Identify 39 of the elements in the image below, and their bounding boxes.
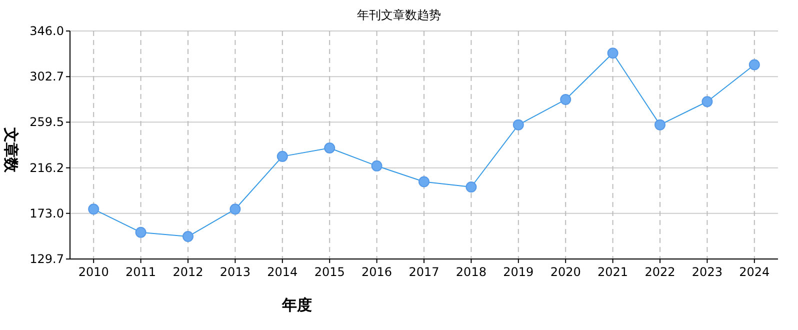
y-tick-label: 216.2	[30, 160, 64, 175]
x-tick-label: 2019	[503, 265, 534, 279]
point	[230, 204, 241, 215]
point	[276, 150, 288, 162]
x-tick-label: 2012	[172, 265, 204, 279]
x-tick-label: 2015	[314, 265, 345, 279]
chart-title: 年刊文章数趋势	[357, 8, 441, 22]
x-tick-label: 2023	[692, 265, 722, 279]
point	[371, 160, 382, 172]
point	[654, 119, 666, 130]
y-tick-label: 302.7	[30, 70, 64, 84]
point	[182, 231, 194, 242]
point	[324, 142, 336, 154]
y-tick-label: 259.5	[30, 115, 64, 130]
x-tick-label: 2017	[408, 265, 440, 279]
x-tick-label: 2022	[644, 265, 676, 279]
point	[560, 94, 572, 106]
point	[512, 119, 524, 130]
point	[418, 176, 430, 188]
point	[466, 182, 477, 193]
y-tick-label: 129.7	[30, 252, 64, 266]
point	[88, 204, 100, 215]
point	[607, 48, 618, 59]
point	[748, 59, 760, 70]
x-tick-label: 2014	[267, 265, 298, 279]
x-tick-label: 2013	[220, 265, 250, 279]
x-tick-label: 2024	[739, 265, 770, 279]
y-tick-label: 346.0	[30, 24, 64, 38]
x-tick-label: 2020	[550, 265, 581, 279]
x-tick-label: 2021	[598, 265, 628, 279]
x-tick-label: 2011	[126, 265, 156, 279]
x-axis-title: 年度	[281, 296, 312, 314]
y-tick-label: 173.0	[30, 206, 64, 220]
x-tick-label: 2016	[362, 265, 392, 279]
x-tick-label: 2010	[78, 265, 109, 279]
y-axis-title: 文章数	[2, 126, 20, 174]
point	[702, 96, 713, 108]
point	[135, 226, 146, 238]
x-tick-label: 2018	[456, 265, 486, 279]
